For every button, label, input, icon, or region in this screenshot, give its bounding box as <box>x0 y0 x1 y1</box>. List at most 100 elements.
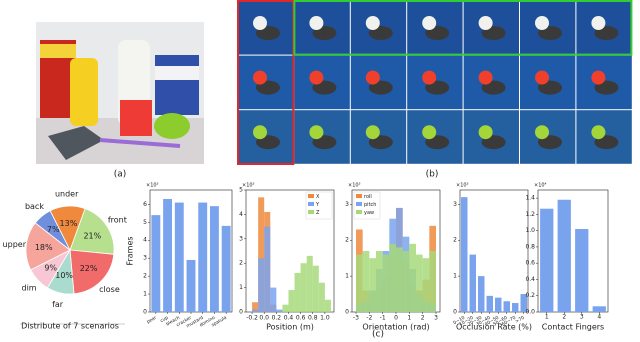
x-tick-label: >70 <box>514 315 525 325</box>
y-multiplier: ×10³ <box>348 183 361 189</box>
object <box>591 16 606 30</box>
x-tick-label: 3 <box>580 314 584 321</box>
object <box>591 125 606 140</box>
sequence-grid <box>237 0 633 165</box>
bar <box>163 198 173 312</box>
bar <box>461 197 468 312</box>
histogram-bar <box>258 258 265 312</box>
y-tick-label: 2 <box>239 260 243 267</box>
pie-category-label: dim <box>21 284 36 293</box>
x-axis-label: Position (m) <box>266 323 314 332</box>
histogram-bar <box>422 258 430 312</box>
legend-label: roll <box>364 194 372 200</box>
pie-category-label: back <box>25 202 44 211</box>
y-tick-label: 0.6 <box>525 260 535 267</box>
pie-value-label: 7% <box>47 225 60 234</box>
pie-caption: Distribute of 7 scenarios <box>21 322 119 331</box>
object <box>253 16 267 30</box>
x-tick-label: -1 <box>380 315 386 322</box>
x-tick-label: 0.0 <box>259 315 269 322</box>
bar <box>512 303 519 312</box>
x-tick-label: pear <box>146 315 158 325</box>
pie-value-label: 21% <box>83 231 101 240</box>
highlight-row <box>293 0 633 56</box>
histogram-bar <box>252 302 259 312</box>
pie-category-label: upper <box>3 240 27 249</box>
y-tick-label: 0 <box>239 309 243 316</box>
histogram-bar <box>252 309 259 312</box>
y-tick-label: 0.8 <box>525 243 535 250</box>
pie-category-label: far <box>52 300 64 309</box>
y-tick-label: 0 <box>453 309 457 316</box>
bar <box>540 208 554 312</box>
y-tick-label: 5 <box>239 187 243 194</box>
x-tick-label: 1.0 <box>320 315 330 322</box>
pie-value-label: 9% <box>44 264 57 273</box>
legend-label: Y <box>315 202 320 208</box>
legend-swatch <box>308 202 314 206</box>
object <box>478 125 493 140</box>
x-tick-label: 0~10 <box>452 315 466 326</box>
bar <box>198 202 208 312</box>
bar <box>503 301 510 312</box>
y-tick-label: 4 <box>239 211 243 218</box>
x-tick-label: 0.8 <box>308 315 318 322</box>
y-multiplier: ×10⁴ <box>534 183 547 189</box>
pie-wedge <box>69 249 115 295</box>
axes-frame <box>537 189 609 313</box>
object <box>309 125 324 140</box>
y-tick-label: 2 <box>345 237 349 244</box>
pie-wedge <box>49 205 86 252</box>
y-tick-label: 1 <box>453 273 457 280</box>
x-tick-label: cup <box>160 316 170 324</box>
bar <box>174 202 184 312</box>
y-tick-label: 2 <box>143 273 147 280</box>
y-tick-label: 5 <box>143 219 147 226</box>
histogram-bar <box>429 251 436 312</box>
x-tick-label: 2 <box>421 315 425 322</box>
y-tick-label: 4 <box>143 237 147 244</box>
x-tick-label: 4 <box>597 314 601 321</box>
object <box>309 70 324 85</box>
x-axis-label: Occlusion Rate (%) <box>456 323 532 332</box>
legend-label: yaw <box>364 210 374 216</box>
object <box>422 16 437 30</box>
y-tick-label: 0 <box>143 309 147 316</box>
object <box>478 70 493 85</box>
x-tick-label: 0 <box>394 315 398 322</box>
y-multiplier: ×10³ <box>242 183 255 189</box>
histogram-bar <box>318 282 325 312</box>
bar <box>151 215 161 312</box>
x-tick-label: -2 <box>366 315 372 322</box>
x-tick-label: -3 <box>353 315 359 322</box>
x-tick-label: 0.4 <box>284 315 294 322</box>
y-tick-label: 6 <box>143 201 147 208</box>
legend-swatch <box>308 210 314 214</box>
object <box>422 125 437 140</box>
y-tick-label: 3 <box>239 235 243 242</box>
x-tick-label: 0.6 <box>296 315 306 322</box>
y-tick-label: 1.2 <box>525 211 535 218</box>
pie-value-label: 13% <box>60 219 78 228</box>
histogram-bar <box>300 263 307 312</box>
label-b: (b) <box>426 170 439 180</box>
histogram-bar <box>356 254 363 312</box>
bar <box>186 259 196 312</box>
object <box>535 70 549 85</box>
x-axis-label: Contact Fingers <box>542 323 604 332</box>
y-tick-label: 2 <box>453 237 457 244</box>
pie-value-label: 22% <box>80 264 98 273</box>
legend-swatch <box>308 194 314 198</box>
bar <box>592 306 606 312</box>
bar <box>557 199 571 312</box>
y-tick-label: 0.4 <box>525 276 535 283</box>
object <box>535 125 549 140</box>
legend-label: pitch <box>364 202 376 208</box>
y-tick-label: 1.4 <box>525 195 535 202</box>
histogram-bar <box>416 254 423 312</box>
object <box>365 125 380 140</box>
object <box>478 16 493 30</box>
y-tick-label: 1.0 <box>525 227 535 234</box>
y-tick-label: 1 <box>239 284 243 291</box>
